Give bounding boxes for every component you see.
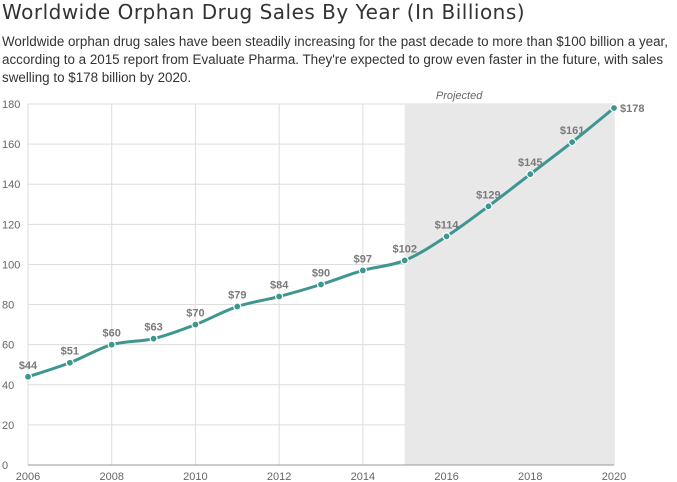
data-label: $70 [186, 308, 204, 320]
data-label: $63 [144, 322, 162, 334]
data-label: $51 [61, 346, 79, 358]
data-label: $114 [435, 219, 460, 231]
y-tick-label: 80 [2, 300, 14, 312]
chart-title: Worldwide Orphan Drug Sales By Year (In … [2, 0, 526, 24]
x-tick-label: 2014 [351, 471, 375, 482]
data-label: $97 [354, 253, 372, 265]
data-label: $161 [560, 125, 584, 137]
y-tick-label: 40 [2, 380, 14, 392]
y-tick-label: 100 [2, 259, 20, 271]
data-point [316, 280, 326, 289]
data-point [275, 292, 284, 301]
y-tick-label: 180 [2, 99, 20, 111]
x-tick-label: 2006 [16, 471, 40, 482]
y-tick-label: 20 [2, 420, 14, 432]
data-point [442, 232, 451, 241]
data-point [609, 103, 619, 113]
x-tick-label: 2020 [602, 471, 626, 482]
data-point [358, 266, 367, 275]
y-tick-label: 60 [2, 340, 14, 352]
data-point [191, 320, 200, 329]
chart-subtitle: Worldwide orphan drug sales have been st… [2, 34, 668, 85]
x-tick-label: 2010 [183, 471, 207, 482]
data-points [23, 103, 619, 381]
x-tick-label: 2016 [434, 471, 458, 482]
y-tick-label: 160 [2, 139, 20, 151]
data-point [568, 138, 577, 147]
x-tick-label: 2008 [99, 471, 123, 482]
data-label: $60 [103, 328, 121, 340]
data-label: $178 [620, 103, 644, 115]
x-tick-label: 2018 [518, 471, 542, 482]
data-point [65, 358, 74, 367]
data-label: $129 [476, 189, 500, 201]
y-tick-label: 120 [2, 219, 20, 231]
data-point [400, 256, 409, 265]
data-label: $44 [19, 360, 38, 372]
data-label: $145 [518, 157, 542, 169]
data-point [107, 340, 116, 349]
data-label: $79 [228, 290, 246, 302]
y-tick-label: 140 [2, 179, 20, 191]
data-label: $84 [270, 280, 289, 292]
x-tick-label: 2012 [267, 471, 291, 482]
y-tick-label: 0 [2, 460, 8, 472]
projected-label: Projected [436, 90, 483, 102]
data-point [526, 170, 535, 179]
data-point [233, 302, 242, 311]
axes: 0 20 40 60 80 100 120 140 160 180 2006 2008 2010 2012… [2, 99, 626, 482]
data-point [484, 202, 493, 211]
data-point [149, 334, 158, 343]
projected-band [404, 104, 614, 465]
data-label: $90 [312, 268, 330, 280]
data-labels: $44 $51 $60 $63 $70 $79 $84 $90 $97 $102 $114 $129 $… [19, 103, 645, 372]
data-point [23, 372, 33, 381]
data-label: $102 [392, 243, 416, 255]
projected-region: Projected [404, 90, 614, 465]
